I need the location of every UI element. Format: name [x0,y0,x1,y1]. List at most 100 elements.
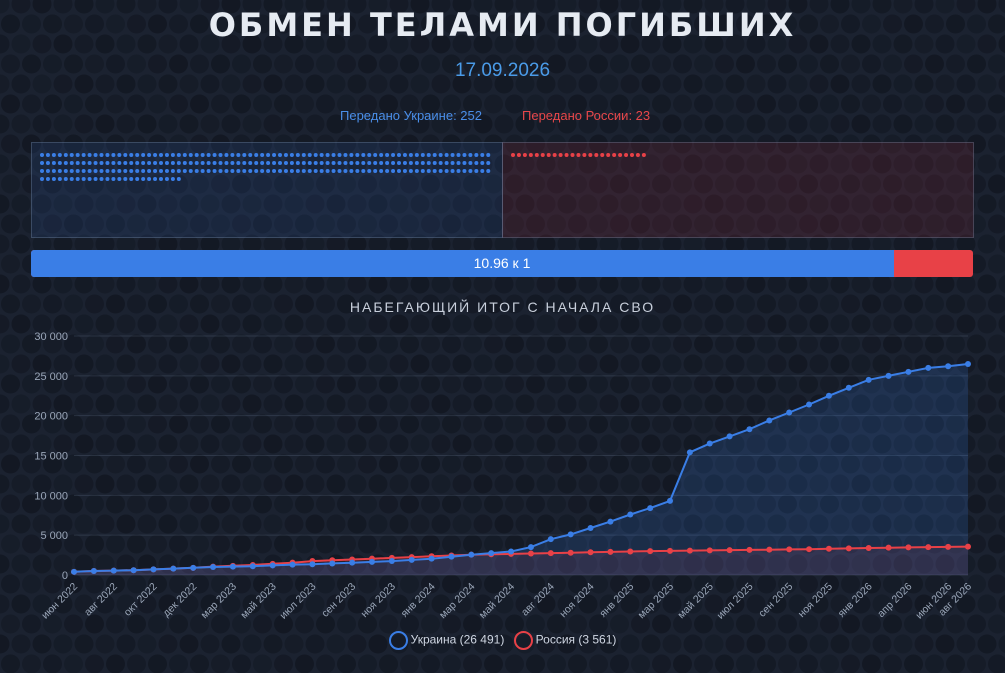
russia-data-point[interactable] [845,545,852,552]
russia-data-point[interactable] [865,544,872,551]
ukraine-data-point[interactable] [607,518,614,525]
russia-data-point[interactable] [587,549,594,556]
ukraine-data-point[interactable] [508,548,515,555]
ukraine-body-dot [468,153,473,157]
ukraine-data-point[interactable] [766,417,773,424]
ukraine-body-dot [164,153,169,157]
ukraine-data-point[interactable] [71,568,77,575]
ukraine-data-point[interactable] [667,497,673,504]
ukraine-data-point[interactable] [289,561,296,568]
ukraine-data-point[interactable] [309,561,316,568]
ukraine-data-point[interactable] [448,553,455,560]
russia-data-point[interactable] [726,547,733,554]
russia-data-point[interactable] [706,547,713,554]
ukraine-data-point[interactable] [825,392,832,399]
ukraine-body-dot [456,153,461,157]
ukraine-body-dot [462,169,467,173]
ukraine-body-dot [301,169,306,173]
ukraine-data-point[interactable] [786,409,793,416]
russia-data-point[interactable] [965,543,971,550]
legend-item-russia[interactable]: Россия (3 561) [513,631,616,650]
ukraine-data-point[interactable] [170,565,177,572]
ukraine-data-point[interactable] [130,567,137,574]
ukraine-body-dot [295,153,300,157]
ukraine-data-point[interactable] [865,376,872,383]
ukraine-body-dot [45,169,50,173]
ukraine-body-dot [438,153,443,157]
ukraine-data-point[interactable] [210,564,217,571]
ukraine-body-dot [69,177,74,181]
ukraine-body-dot [81,177,86,181]
ukraine-data-point[interactable] [547,536,554,543]
russia-data-point[interactable] [925,544,932,551]
russia-data-point[interactable] [766,546,773,553]
ukraine-data-point[interactable] [845,384,852,391]
russia-data-point[interactable] [686,547,693,554]
x-tick-label: мар 2024 [437,581,478,622]
russia-body-dot [594,153,599,157]
ukraine-data-point[interactable] [110,567,117,574]
legend-item-ukraine[interactable]: Украина (26 491) [388,631,504,650]
ukraine-data-point[interactable] [627,511,634,518]
ukraine-data-point[interactable] [587,524,594,531]
ukraine-body-dot [170,169,175,173]
ukraine-data-point[interactable] [945,363,952,370]
ukraine-data-point[interactable] [706,440,713,447]
ukraine-data-point[interactable] [369,558,375,565]
russia-body-dot [522,153,527,157]
ukraine-data-point[interactable] [726,433,733,440]
russia-data-point[interactable] [567,549,574,556]
russia-data-point[interactable] [627,548,634,555]
ukraine-data-point[interactable] [468,551,475,558]
ukraine-body-dot [176,153,181,157]
ukraine-data-point[interactable] [329,560,336,567]
ukraine-data-point[interactable] [428,555,435,562]
ukraine-data-point[interactable] [746,426,753,433]
y-tick-label: 25 000 [34,371,68,383]
ukraine-data-point[interactable] [965,360,971,367]
ukraine-data-point[interactable] [686,449,693,456]
ukraine-data-point[interactable] [349,559,356,566]
ukraine-data-point[interactable] [269,562,276,569]
russia-data-point[interactable] [667,547,673,554]
russia-data-point[interactable] [547,550,554,557]
ukraine-data-point[interactable] [408,556,415,563]
ukraine-body-dot [135,177,140,181]
ukraine-body-dot [325,153,330,157]
ukraine-body-dot [373,153,378,157]
ukraine-body-dot [123,169,128,173]
ukraine-data-point[interactable] [885,372,892,379]
ukraine-data-point[interactable] [488,550,495,557]
russia-data-point[interactable] [607,548,614,555]
ukraine-data-point[interactable] [806,401,813,408]
ukraine-data-point[interactable] [150,566,157,573]
x-tick-label: май 2025 [675,581,716,622]
ukraine-data-point[interactable] [905,368,912,375]
russia-data-point[interactable] [647,548,654,555]
russia-data-point[interactable] [806,546,813,553]
ukraine-body-dot [373,169,378,173]
ukraine-data-point[interactable] [249,563,256,570]
ukraine-data-point[interactable] [229,563,236,570]
ukraine-body-dot [159,177,163,181]
ukraine-data-point[interactable] [567,531,574,538]
russia-data-point[interactable] [825,545,832,552]
ukraine-data-point[interactable] [647,505,654,512]
ukraine-data-point[interactable] [527,544,534,551]
russia-data-point[interactable] [786,546,793,553]
ukraine-body-dot [248,169,253,173]
russia-data-point[interactable] [746,546,753,553]
ukraine-body-dot [343,161,348,165]
ukraine-body-dot [51,153,56,157]
ukraine-body-dot [153,177,158,181]
russia-data-point[interactable] [905,544,912,551]
x-tick-label: авг 2024 [519,581,557,619]
russia-data-point[interactable] [885,544,892,551]
russia-data-point[interactable] [527,550,534,557]
ukraine-data-point[interactable] [925,364,932,371]
ukraine-body-dot [468,169,473,173]
ukraine-data-point[interactable] [90,568,97,575]
russia-data-point[interactable] [945,543,952,550]
ukraine-data-point[interactable] [190,564,197,571]
ukraine-data-point[interactable] [388,558,395,565]
